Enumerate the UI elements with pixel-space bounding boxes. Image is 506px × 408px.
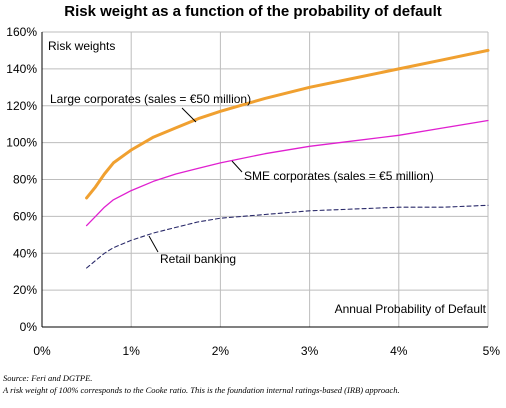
y-tick-label: 0% (20, 320, 38, 334)
x-tick-label: 3% (301, 344, 319, 358)
y-axis-label: Risk weights (48, 39, 115, 53)
series-label-leader (181, 107, 197, 123)
x-tick-label: 5% (483, 344, 501, 358)
y-tick-label: 60% (13, 209, 37, 223)
chart-title: Risk weight as a function of the probabi… (64, 3, 442, 20)
series-line-3 (86, 204, 489, 269)
x-tick-label: 1% (123, 344, 141, 358)
series-label: Large corporates (sales = €50 million) (50, 92, 251, 106)
x-tick-label: 0% (33, 344, 51, 358)
footnote-source: Source: Feri and DGTPE. (3, 373, 93, 383)
y-tick-label: 140% (6, 62, 37, 76)
footnote-note: A risk weight of 100% corresponds to the… (3, 385, 400, 395)
series-label: SME corporates (sales = €5 million) (244, 169, 434, 183)
y-tick-label: 40% (13, 246, 37, 260)
y-tick-label: 80% (13, 173, 37, 187)
x-axis-label: Annual Probability of Default (335, 302, 487, 316)
y-tick-label: 100% (6, 136, 37, 150)
y-tick-label: 120% (6, 99, 37, 113)
x-tick-label: 4% (390, 344, 408, 358)
footnotes: Source: Feri and DGTPE. A risk weight of… (3, 372, 400, 396)
y-tick-label: 160% (6, 25, 37, 39)
x-tick-label: 2% (212, 344, 230, 358)
y-tick-label: 20% (13, 283, 37, 297)
series-line-2 (85, 119, 489, 227)
series-label: Retail banking (160, 252, 236, 266)
series-label-leader (231, 160, 243, 173)
series-label-leader (148, 235, 159, 253)
series-line-1 (85, 48, 490, 200)
